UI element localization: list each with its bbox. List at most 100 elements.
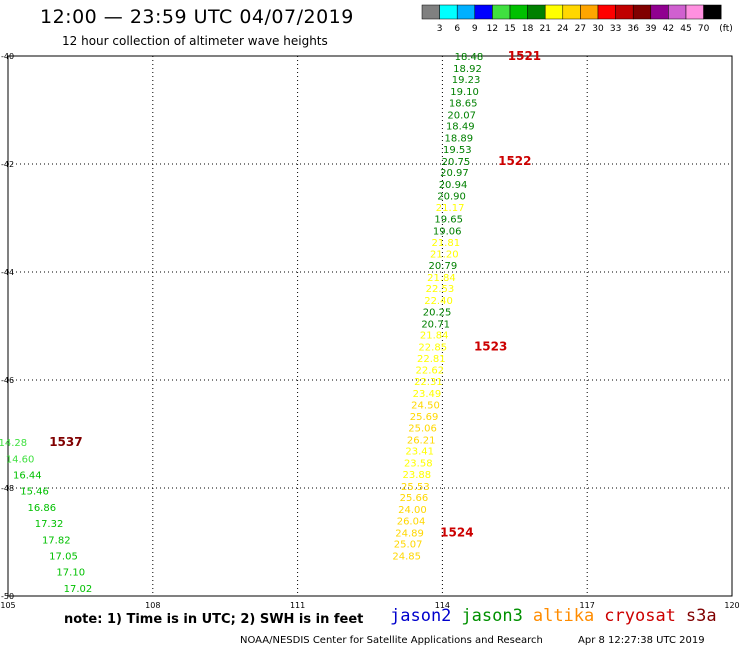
wave-height-value: 25.07	[394, 540, 423, 551]
wave-height-value: 18.65	[449, 98, 478, 109]
scale-label: 39	[645, 24, 657, 34]
x-tick-label: 114	[435, 601, 450, 610]
scale-label: 15	[504, 24, 515, 34]
satellite-jason2: jason2	[390, 606, 452, 626]
wave-height-value: 22.53	[426, 284, 455, 295]
pass-time-label: 1521	[508, 49, 541, 63]
scale-unit: (ft)	[719, 24, 733, 34]
scale-label: 9	[472, 24, 478, 34]
y-tick-label: -46	[1, 376, 14, 385]
wave-height-value: 17.82	[42, 535, 71, 546]
scale-label: 42	[663, 24, 674, 34]
plot-frame	[7, 55, 733, 597]
wave-height-value: 22.40	[424, 296, 453, 307]
wave-height-value: 19.53	[443, 145, 472, 156]
footer-note: note: 1) Time is in UTC; 2) SWH is in fe…	[64, 612, 364, 627]
wave-height-value: 19.06	[433, 226, 462, 237]
color-scale-legend: 3 6 9 12 15 18 21 24 27 30 33 36 39 42 45 70 (ft)	[421, 4, 733, 34]
y-tick-label: -40	[1, 52, 14, 61]
y-tick-label: -50	[1, 592, 14, 601]
wave-height-value: 22.31	[414, 377, 443, 388]
satellite-altika: altika	[532, 606, 595, 626]
wave-height-value: 26.21	[407, 435, 436, 446]
wave-height-value: 19.10	[450, 87, 479, 98]
wave-height-value: 20.07	[447, 110, 476, 121]
chart-title: 12:00 — 23:59 UTC 04/07/2019	[40, 6, 354, 28]
x-tick-label: 117	[580, 601, 595, 610]
wave-height-value: 17.10	[56, 568, 85, 579]
scale-label: 6	[454, 24, 460, 34]
scale-label: 45	[680, 24, 691, 34]
pass-time-label: 1537	[49, 435, 82, 449]
wave-height-value: 18.49	[446, 122, 475, 133]
y-tick-label: -42	[1, 160, 14, 169]
wave-height-value: 16.86	[27, 503, 56, 514]
wave-height-value: 24.00	[398, 505, 427, 516]
wave-height-value: 23.88	[402, 470, 431, 481]
wave-height-value: 22.81	[417, 354, 446, 365]
wave-height-value: 23.41	[405, 447, 434, 458]
wave-height-value: 21.81	[431, 238, 460, 249]
scale-label: 24	[557, 24, 569, 34]
wave-height-value: 21.20	[430, 250, 459, 261]
wave-height-value: 19.23	[452, 75, 481, 86]
pass-time-label: 1523	[474, 340, 507, 354]
y-tick-label: -44	[1, 268, 14, 277]
satellite-s3a: s3a	[685, 606, 717, 626]
scale-label: 33	[610, 24, 621, 34]
wave-height-value: 24.50	[411, 400, 440, 411]
wave-height-value: 21.84	[420, 331, 449, 342]
wave-height-value: 14.28	[0, 438, 27, 449]
scale-label: 18	[522, 24, 534, 34]
x-tick-label: 105	[0, 601, 15, 610]
scale-label: 3	[437, 24, 443, 34]
x-tick-label: 108	[145, 601, 160, 610]
wave-height-value: 20.79	[429, 261, 458, 272]
satellite-jason3: jason3	[461, 606, 523, 626]
scale-label: 21	[539, 24, 550, 34]
wave-height-value: 24.89	[395, 528, 424, 539]
wave-height-value: 20.71	[421, 319, 450, 330]
wave-height-value: 25.69	[410, 412, 439, 423]
wave-height-value: 22.85	[418, 343, 447, 354]
wave-height-value: 21.84	[427, 273, 456, 284]
wave-height-value: 25.53	[401, 482, 430, 493]
wave-height-value: 24.85	[392, 552, 421, 563]
wave-height-value: 21.17	[436, 203, 465, 214]
wave-height-value: 18.48	[455, 52, 484, 63]
wave-height-value: 23.58	[404, 459, 433, 470]
wave-height-value: 25.06	[408, 424, 437, 435]
wave-height-value: 26.04	[397, 516, 426, 527]
wave-height-value: 17.32	[35, 519, 64, 530]
wave-height-value: 25.66	[400, 493, 429, 504]
scale-label: 36	[627, 24, 639, 34]
scale-label: 27	[575, 24, 586, 34]
scale-label: 30	[592, 24, 604, 34]
wave-height-value: 17.02	[64, 584, 93, 595]
wave-height-value: 18.89	[444, 134, 473, 145]
credit-line: NOAA/NESDIS Center for Satellite Applica…	[240, 635, 543, 646]
wave-height-value: 16.44	[13, 471, 42, 482]
wave-height-value: 20.75	[442, 157, 471, 168]
wave-height-value: 20.90	[437, 191, 466, 202]
satellite-cryosat: cryosat	[604, 606, 676, 626]
generated-timestamp: Apr 8 12:27:38 UTC 2019	[578, 635, 705, 646]
x-tick-label: 120	[724, 601, 739, 610]
scale-label: 12	[487, 24, 498, 34]
wave-height-value: 20.94	[439, 180, 468, 191]
wave-height-value: 15.46	[20, 487, 49, 498]
wave-height-value: 14.60	[6, 454, 35, 465]
x-tick-label: 111	[290, 601, 305, 610]
chart-subtitle: 12 hour collection of altimeter wave hei…	[62, 34, 328, 48]
wave-height-value: 17.05	[49, 552, 78, 563]
wave-height-value: 23.49	[413, 389, 442, 400]
scale-label: 70	[698, 24, 710, 34]
color-swatch	[703, 4, 722, 20]
wave-height-plot: 105 108 111 114 117 120 -40 -42 -44 -46 -48 -50 18.4…	[0, 49, 740, 610]
wave-height-value: 20.25	[423, 307, 452, 318]
y-tick-label: -48	[1, 484, 14, 493]
satellite-legend: jason2 jason3 altika cryosat s3a	[390, 606, 727, 626]
wave-height-value: 22.62	[416, 366, 445, 377]
wave-height-value: 19.65	[434, 215, 463, 226]
wave-height-value: 18.92	[453, 64, 482, 75]
